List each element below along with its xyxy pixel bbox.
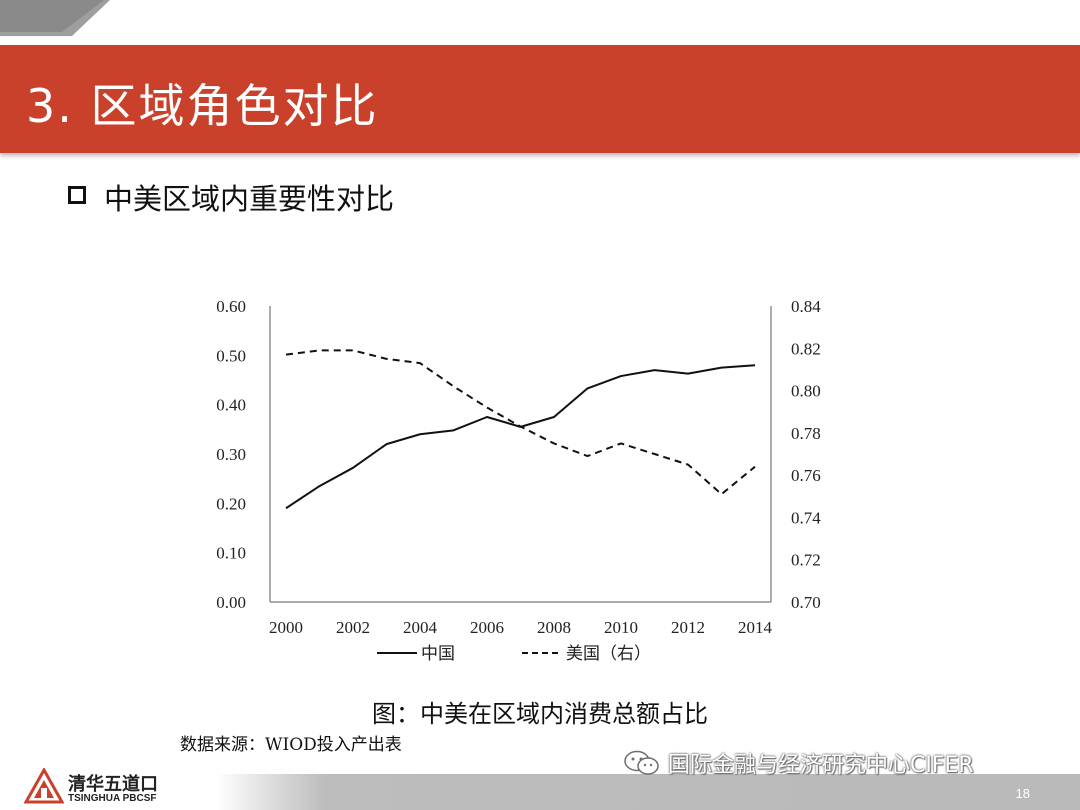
x-tick-label: 2010 [604, 618, 638, 637]
chart-tick-labels: 0.00 0.10 0.20 0.30 0.40 0.50 0.60 0.70 0.72 0.74… [216, 297, 821, 637]
chart-legend: 中国 美国（右） [377, 644, 651, 664]
corner-decoration [0, 0, 110, 36]
y-left-tick-label: 0.10 [216, 544, 246, 563]
y-left-tick-label: 0.50 [216, 346, 246, 365]
figure-caption: 图：中美在区域内消费总额占比 [372, 700, 708, 728]
series-line-china [285, 364, 756, 510]
watermark-text: 国际金融与经济研究中心CIFER [668, 753, 974, 778]
y-left-tick-label: 0.60 [216, 297, 246, 316]
y-right-tick-label: 0.80 [791, 382, 821, 401]
legend-label: 美国（右） [566, 644, 651, 664]
line-chart: 0.00 0.10 0.20 0.30 0.40 0.50 0.60 0.70 0.72 0.74… [216, 297, 821, 664]
wechat-icon [624, 750, 659, 775]
y-right-tick-label: 0.78 [791, 424, 821, 443]
watermark: 国际金融与经济研究中心CIFER [622, 748, 974, 778]
x-tick-label: 2008 [537, 618, 571, 637]
y-left-tick-label: 0.40 [216, 396, 246, 415]
chart-series [285, 349, 756, 510]
slide-title: 3. 区域角色对比 [26, 79, 379, 133]
page-number: 18 [1015, 786, 1030, 801]
y-left-tick-label: 0.00 [216, 593, 246, 612]
slide-subtitle: 中美区域内重要性对比 [104, 182, 395, 216]
data-source: 数据来源：WIOD投入产出表 [180, 735, 402, 755]
y-right-tick-label: 0.74 [791, 508, 821, 527]
y-right-tick-label: 0.76 [791, 466, 821, 485]
x-tick-label: 2002 [336, 618, 370, 637]
footer-bar [0, 774, 1080, 810]
y-right-tick-label: 0.84 [791, 297, 821, 316]
y-left-tick-label: 0.20 [216, 494, 246, 513]
legend-label: 中国 [421, 644, 455, 664]
bullet-square-icon [68, 186, 86, 204]
title-bar [0, 45, 1080, 153]
series-line-usa [285, 349, 756, 496]
tsinghua-logo-icon [24, 768, 64, 804]
x-tick-label: 2004 [403, 618, 438, 637]
x-tick-label: 2012 [671, 618, 705, 637]
y-right-tick-label: 0.70 [791, 593, 821, 612]
x-tick-label: 2006 [470, 618, 504, 637]
y-left-tick-label: 0.30 [216, 445, 246, 464]
chart-axes [269, 306, 772, 603]
y-right-tick-label: 0.82 [791, 339, 821, 358]
logo-text-en: TSINGHUA PBCSF [68, 793, 157, 804]
logo-text-cn: 清华五道口 [68, 774, 158, 795]
y-right-tick-label: 0.72 [791, 551, 821, 570]
x-tick-label: 2014 [738, 618, 773, 637]
x-tick-label: 2000 [269, 618, 303, 637]
